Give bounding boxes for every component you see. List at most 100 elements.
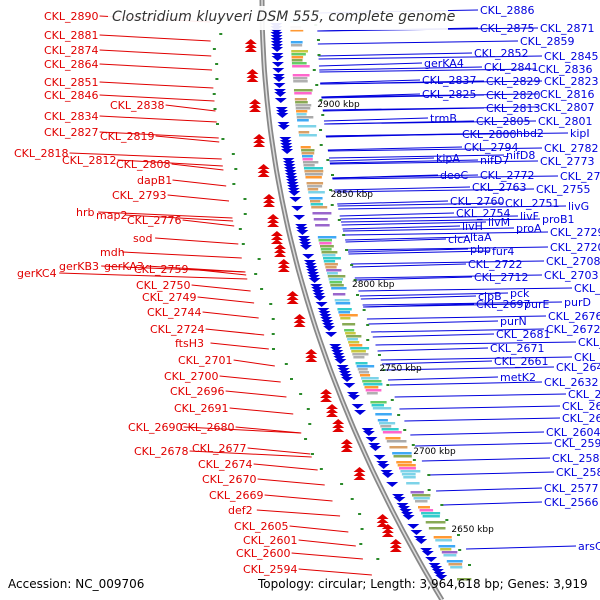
gene-block	[428, 527, 446, 530]
gene-block	[296, 113, 307, 116]
right-gene-arrow	[338, 371, 351, 376]
right-connector-line	[342, 225, 461, 230]
gene-block	[328, 278, 344, 281]
right-connector-line	[375, 341, 577, 346]
right-gene-arrow	[415, 539, 428, 544]
small-feature-mark	[260, 288, 264, 290]
right-gene-arrow	[348, 395, 361, 400]
right-gene-arrow	[270, 41, 283, 46]
gene-block	[448, 563, 463, 566]
right-gene-label: CKL_2823	[544, 75, 599, 88]
gene-block	[351, 350, 366, 353]
gene-block	[412, 494, 431, 497]
right-gene-arrow	[272, 74, 285, 79]
gene-block	[294, 92, 312, 95]
gene-block	[323, 260, 336, 263]
right-gene-label: arsC	[578, 540, 600, 553]
right-gene-label: CKL_2763	[472, 181, 527, 194]
right-gene-arrow	[279, 137, 292, 142]
gene-block	[338, 311, 351, 314]
left-gene-arrow	[320, 393, 333, 398]
right-gene-arrow	[286, 179, 299, 184]
right-connector-line	[342, 227, 515, 232]
right-gene-arrow	[302, 254, 315, 259]
gene-block	[300, 146, 311, 149]
right-gene-arrow	[325, 332, 338, 337]
right-gene-arrow	[331, 350, 344, 355]
small-feature-mark	[232, 183, 236, 185]
right-gene-label: CKL_2585	[552, 452, 600, 465]
kbp-tick-label: 2900 kbp	[317, 100, 360, 110]
small-feature-mark	[356, 294, 360, 296]
right-connector-line	[340, 218, 541, 223]
right-gene-arrow	[271, 62, 284, 67]
left-gene-arrow	[267, 214, 280, 219]
left-gene-arrow	[263, 194, 276, 199]
right-gene-arrow	[317, 308, 330, 313]
left-gene-label: CKL_2818	[14, 147, 69, 160]
left-connector-line	[98, 211, 233, 219]
left-gene-label: map2	[96, 209, 127, 222]
gene-block	[413, 497, 430, 500]
small-feature-mark	[319, 468, 323, 470]
left-connector-line	[202, 311, 259, 319]
gene-block	[356, 365, 375, 368]
right-connector-line	[329, 159, 479, 164]
small-feature-mark	[321, 114, 325, 116]
right-gene-arrow	[272, 68, 285, 73]
left-gene-label: ftsH3	[175, 337, 204, 350]
small-feature-mark	[271, 348, 275, 350]
left-gene-arrow	[326, 404, 339, 409]
gene-feature-track	[212, 18, 472, 581]
gene-block	[305, 176, 322, 179]
gene-block	[290, 41, 303, 44]
left-gene-arrow	[274, 244, 287, 249]
gene-block	[419, 509, 434, 512]
small-feature-mark	[215, 123, 219, 125]
right-gene-arrow	[270, 29, 283, 34]
right-gene-arrow	[361, 428, 374, 433]
gene-block	[329, 281, 342, 284]
left-gene-label: CKL_2793	[112, 189, 167, 202]
left-connector-line	[189, 268, 247, 276]
left-gene-arrow	[293, 314, 306, 319]
small-feature-mark	[350, 264, 354, 266]
kbp-tick-label: 2700 kbp	[413, 447, 456, 457]
left-gene-arrow	[376, 514, 389, 519]
right-gene-arrow	[313, 296, 326, 301]
left-connector-line	[191, 284, 251, 292]
gene-block	[344, 329, 355, 332]
left-connector-line	[189, 450, 312, 458]
right-gene-arrow	[306, 272, 319, 277]
right-gene-arrow	[270, 38, 283, 43]
right-gene-label: CKL_2841	[484, 61, 539, 74]
right-gene-arrow	[310, 284, 323, 289]
left-gene-arrow	[257, 172, 270, 177]
right-gene-label: CKL_2772	[480, 169, 535, 182]
right-connector-line	[345, 238, 447, 243]
gene-block	[326, 269, 342, 272]
right-gene-label: purD	[564, 296, 591, 309]
right-gene-label: purE	[524, 298, 549, 311]
left-gene-arrow	[353, 467, 366, 472]
left-gene-label: CKL_2881	[44, 29, 99, 42]
small-feature-mark	[445, 519, 449, 521]
right-gene-arrow	[337, 368, 350, 373]
right-gene-label: CKL_2836	[538, 63, 593, 76]
right-gene-arrow	[431, 569, 444, 574]
right-gene-label: CKL_2694	[574, 282, 600, 295]
gene-block	[295, 101, 308, 104]
left-gene-arrow	[270, 235, 283, 240]
gene-block	[325, 266, 337, 269]
right-gene-label: CKL_2681	[496, 328, 551, 341]
right-gene-arrow	[318, 311, 331, 316]
gene-block	[320, 248, 332, 251]
left-gene-arrow	[326, 412, 339, 417]
left-gene-arrow	[263, 198, 276, 203]
gene-block	[362, 380, 382, 383]
left-connector-line	[298, 539, 356, 547]
gene-block	[410, 491, 424, 494]
left-gene-label: CKL_2864	[44, 58, 99, 71]
right-connector-line	[351, 260, 545, 265]
gene-block	[318, 239, 333, 242]
